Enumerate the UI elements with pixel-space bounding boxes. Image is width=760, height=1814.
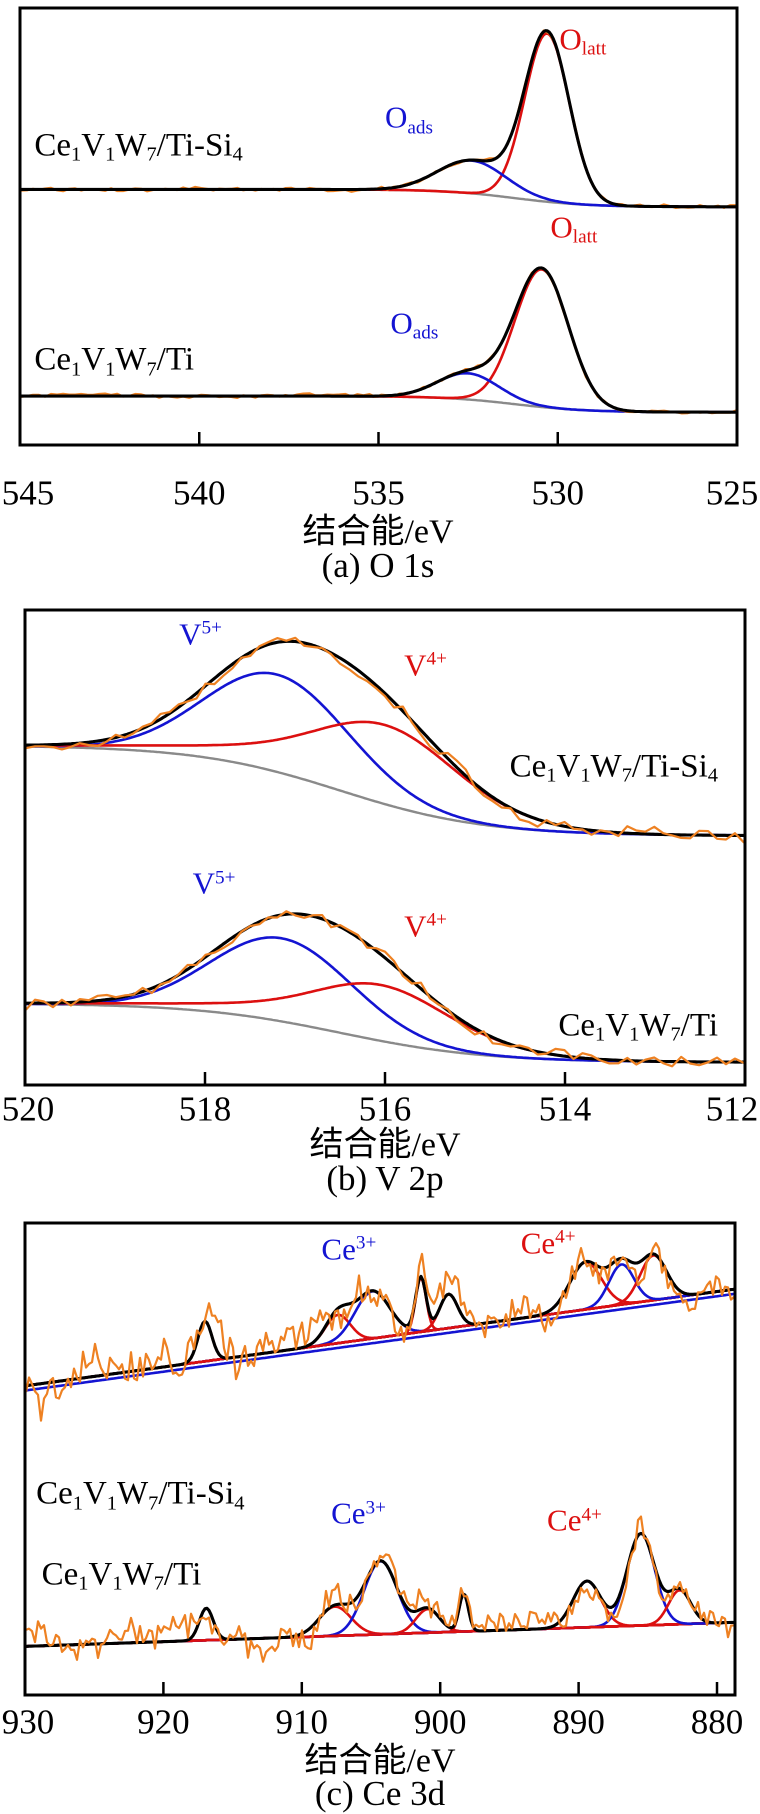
panel-caption-a: (a) O 1s bbox=[321, 546, 435, 585]
panel-border bbox=[23, 1221, 737, 1697]
x-axis-label-b: 结合能/eV bbox=[309, 1126, 461, 1164]
panel-c-plot-area bbox=[26, 1242, 734, 1663]
background-line bbox=[21, 188, 736, 208]
baseline-line bbox=[26, 1292, 734, 1392]
component-peak bbox=[26, 1607, 734, 1648]
fit-envelope bbox=[26, 639, 744, 837]
component-peak bbox=[26, 720, 744, 837]
component-peak bbox=[26, 1254, 734, 1387]
background-line bbox=[26, 745, 744, 837]
fit-envelope bbox=[21, 29, 736, 209]
panel-caption-b: (b) V 2p bbox=[326, 1159, 444, 1198]
fit-envelope bbox=[21, 266, 736, 414]
component-peak bbox=[21, 268, 736, 414]
panel-a-plot-area bbox=[21, 29, 736, 415]
component-peak bbox=[26, 1579, 734, 1648]
component-peak bbox=[26, 1261, 734, 1387]
component-peak bbox=[26, 1607, 734, 1648]
component-peak bbox=[21, 371, 736, 414]
panel-b-plot-area bbox=[26, 636, 744, 1068]
spectrum-data-trace bbox=[26, 1515, 734, 1663]
spectrum-data-trace bbox=[21, 29, 736, 209]
fit-envelope bbox=[26, 912, 744, 1064]
fit-envelope bbox=[26, 1531, 734, 1648]
spectrum-data-trace bbox=[21, 267, 736, 415]
component-peak bbox=[26, 1532, 734, 1648]
panel-caption-c: (c) Ce 3d bbox=[314, 1774, 446, 1813]
x-axis-label-a: 结合能/eV bbox=[302, 513, 454, 551]
component-peak bbox=[26, 1263, 734, 1387]
spectrum-data-trace bbox=[26, 636, 744, 844]
spectrum-data-trace bbox=[26, 1242, 734, 1422]
spectrum-data-trace bbox=[26, 910, 744, 1068]
component-peak bbox=[21, 32, 736, 209]
x-axis-label-c: 结合能/eV bbox=[304, 1742, 456, 1780]
panel-border bbox=[18, 6, 739, 447]
component-peak bbox=[21, 159, 736, 209]
